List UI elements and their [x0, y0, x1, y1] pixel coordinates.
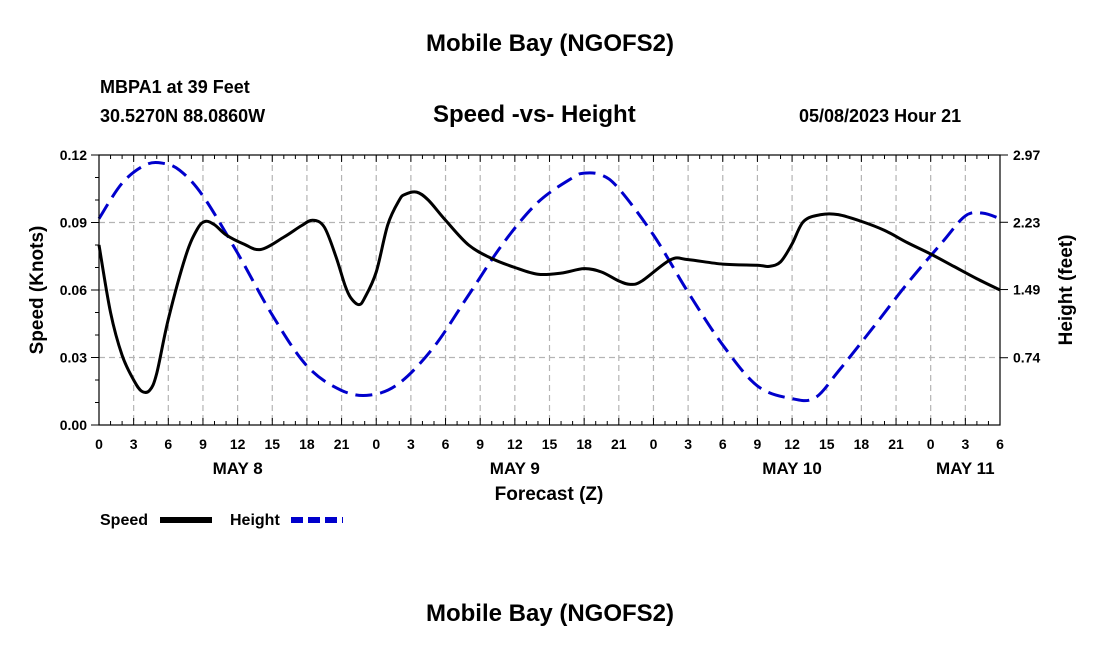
station-coordinates: 30.5270N 88.0860W — [100, 106, 266, 126]
series-lines — [97, 160, 1001, 403]
x-tick-label: 0 — [372, 436, 380, 452]
day-label: MAY 11 — [936, 459, 995, 478]
x-tick-label: 15 — [542, 436, 558, 452]
x-tick-label: 21 — [888, 436, 904, 452]
x-tick-label: 18 — [299, 436, 315, 452]
x-tick-label: 6 — [996, 436, 1004, 452]
x-tick-label: 0 — [95, 436, 103, 452]
series-line-speed — [97, 190, 1001, 394]
x-tick-label: 0 — [927, 436, 935, 452]
legend: Speed Height — [100, 512, 343, 529]
x-axis-title: Forecast (Z) — [495, 484, 604, 505]
x-tick-label: 0 — [650, 436, 658, 452]
x-tick-label: 21 — [334, 436, 350, 452]
y2-tick-label: 0.74 — [1013, 350, 1040, 366]
plot-frame — [98, 154, 1001, 426]
x-tick-label: 3 — [684, 436, 692, 452]
chart-subtitle: Speed -vs- Height — [433, 101, 636, 128]
y-tick-label: 0.12 — [60, 147, 87, 163]
x-tick-label: 9 — [476, 436, 484, 452]
y-tick-label: 0.03 — [60, 350, 87, 366]
x-tick-label: 6 — [164, 436, 172, 452]
y-tick-label: 0.06 — [60, 282, 87, 298]
series-line-height — [97, 160, 1001, 403]
day-label: MAY 10 — [762, 459, 822, 478]
x-tick-label: 12 — [784, 436, 800, 452]
forecast-date: 05/08/2023 Hour 21 — [799, 106, 962, 126]
x-tick-label: 15 — [264, 436, 280, 452]
y-tick-label: 0.09 — [60, 215, 87, 231]
footer-title: Mobile Bay (NGOFS2) — [425, 600, 675, 627]
y2-tick-label: 1.49 — [1013, 282, 1040, 298]
x-tick-label: 3 — [961, 436, 969, 452]
axis-labels: 0 3 6 9 12 15 18 21 0 3 6 9 12 15 18 21 0 3 6 9 12 15 18 21 0 3 6 0… — [60, 147, 1041, 478]
x-tick-label: 6 — [442, 436, 450, 452]
x-tick-label: 12 — [230, 436, 246, 452]
x-tick-label: 3 — [130, 436, 138, 452]
y-tick-label: 0.00 — [60, 417, 87, 433]
x-tick-label: 18 — [576, 436, 592, 452]
x-tick-label: 12 — [507, 436, 523, 452]
x-tick-label: 6 — [719, 436, 727, 452]
station-name: MBPA1 at 39 Feet — [100, 77, 250, 97]
x-tick-label: 3 — [407, 436, 415, 452]
x-tick-label: 18 — [854, 436, 870, 452]
y-axis-title: Speed (Knots) — [27, 226, 48, 355]
day-label: MAY 9 — [490, 459, 540, 478]
y2-tick-label: 2.23 — [1013, 214, 1040, 230]
legend-label-height: Height — [230, 512, 280, 529]
x-tick-label: 9 — [754, 436, 762, 452]
page-title: Mobile Bay (NGOFS2) — [425, 30, 675, 57]
day-label: MAY 8 — [213, 459, 263, 478]
legend-label-speed: Speed — [100, 512, 148, 529]
x-tick-label: 9 — [199, 436, 207, 452]
y2-axis-title: Height (feet) — [1056, 235, 1077, 346]
grid — [99, 155, 1000, 425]
x-tick-label: 21 — [611, 436, 627, 452]
axis-ticks — [91, 154, 1008, 426]
x-tick-label: 15 — [819, 436, 835, 452]
y2-tick-label: 2.97 — [1013, 147, 1040, 163]
